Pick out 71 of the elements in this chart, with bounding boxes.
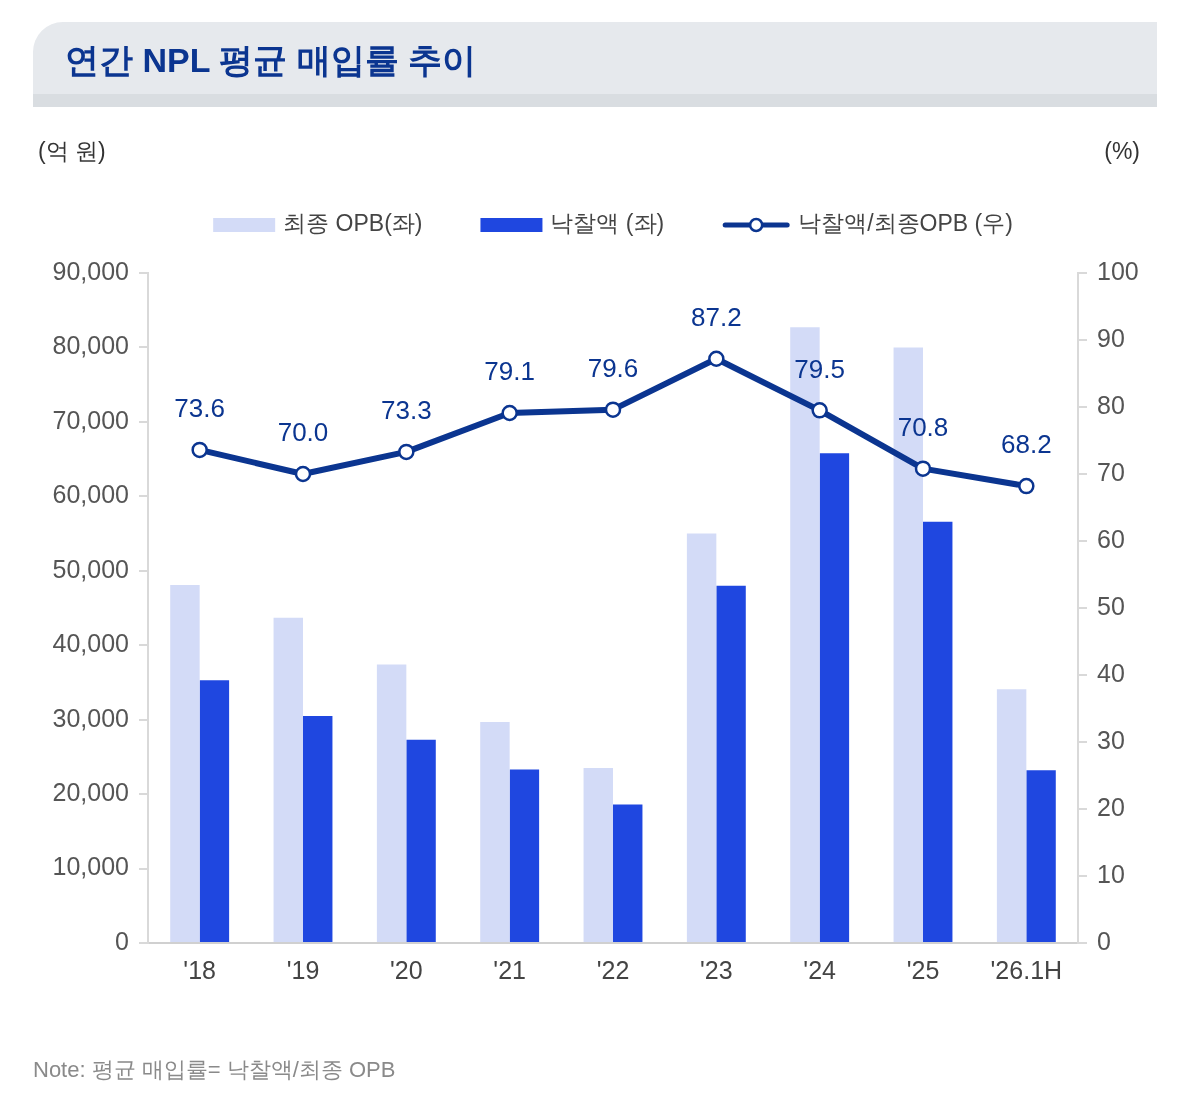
data-label: 70.0 (277, 417, 329, 448)
y2-axis-title: (%) (1104, 138, 1140, 165)
x-tick-label: '21 (493, 955, 526, 984)
x-tick-label: '22 (596, 955, 630, 984)
bar (716, 585, 746, 942)
data-label: 79.5 (794, 353, 845, 384)
point (501, 404, 518, 422)
point (914, 460, 932, 477)
bar (923, 521, 953, 942)
y2-tick-label: 10 (1097, 859, 1125, 888)
bar (406, 739, 436, 942)
bar (613, 804, 643, 942)
point (1018, 477, 1035, 495)
x-tick-label: '23 (700, 955, 733, 984)
bar (199, 680, 230, 942)
y-tick-label: 20,000 (52, 778, 129, 806)
y-axis-title: (억 원) (38, 138, 106, 165)
bar (686, 533, 717, 942)
y2-tick-label: 70 (1097, 457, 1125, 486)
y2-tick-label: 20 (1097, 792, 1125, 821)
y-tick-label: 0 (115, 926, 129, 955)
y2-tick-label: 80 (1097, 390, 1125, 419)
legend-label: 낙찰액/최종OPB (우) (798, 210, 1013, 237)
y2-tick-label: 40 (1097, 658, 1125, 687)
bar (303, 715, 333, 942)
data-label: 73.3 (381, 395, 432, 426)
point (294, 465, 312, 483)
x-tick-label: '24 (803, 955, 837, 984)
bar (480, 721, 510, 942)
x-tick-label: '19 (286, 955, 320, 984)
point (191, 441, 208, 459)
legend-label: 낙찰액 (좌) (550, 210, 665, 237)
y-tick-label: 30,000 (52, 703, 129, 732)
chart-title: 연간 NPL 평균 매입률 추이 (65, 40, 477, 80)
data-label: 79.1 (484, 356, 535, 387)
text: Note: 평균 매입률= 낙찰액/최종 OPB (33, 1056, 396, 1084)
x-tick-label: '20 (390, 955, 423, 984)
bar (1026, 770, 1056, 942)
y2-tick-label: 60 (1097, 524, 1125, 553)
bar (170, 584, 200, 942)
bar (819, 453, 850, 942)
data-label: 87.2 (691, 301, 742, 332)
x-tick-label: '18 (183, 955, 216, 984)
y-tick-label: 40,000 (52, 629, 129, 658)
data-label: 70.8 (897, 411, 949, 442)
y-tick-label: 60,000 (52, 480, 129, 509)
point (604, 401, 622, 418)
bar (996, 689, 1027, 942)
point (811, 402, 828, 419)
x-tick-label: '26.1H (990, 955, 1063, 984)
bar (583, 768, 613, 942)
x-tick-label: '25 (906, 955, 940, 984)
y2-tick-label: 90 (1097, 323, 1125, 352)
y2-tick-label: 100 (1097, 256, 1139, 285)
y-tick-label: 50,000 (52, 554, 129, 583)
y2-tick-label: 50 (1097, 591, 1125, 620)
bar (376, 664, 407, 942)
data-label: 68.2 (1001, 429, 1052, 460)
data-label: 79.6 (587, 352, 639, 383)
bar (273, 617, 303, 942)
point (708, 350, 725, 368)
y-tick-label: 10,000 (52, 852, 129, 881)
bar (509, 769, 540, 942)
legend-label: 최종 OPB(좌) (283, 210, 423, 237)
data-label: 73.6 (174, 393, 225, 424)
point (398, 443, 415, 461)
y-tick-label: 80,000 (52, 331, 129, 360)
y2-tick-label: 0 (1097, 926, 1111, 955)
y2-tick-label: 30 (1097, 725, 1125, 754)
y-tick-label: 90,000 (52, 256, 129, 285)
y-tick-label: 70,000 (52, 405, 129, 434)
